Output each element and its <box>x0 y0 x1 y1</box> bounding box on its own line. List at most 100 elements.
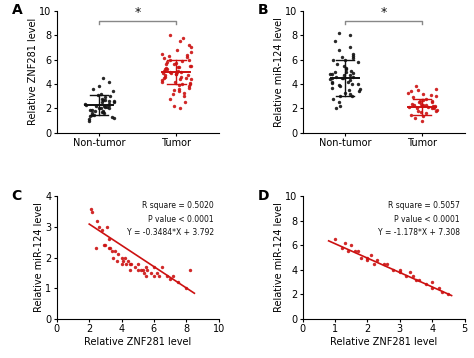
Point <box>126 261 134 266</box>
Point <box>115 252 122 257</box>
Point <box>428 285 436 291</box>
Point <box>346 44 354 50</box>
Point <box>158 264 166 270</box>
Point <box>166 96 174 102</box>
Point <box>111 248 119 254</box>
Point <box>445 291 452 297</box>
Point <box>329 57 337 63</box>
Point <box>328 75 336 81</box>
Point <box>171 79 179 84</box>
Point <box>433 107 441 112</box>
Point <box>175 86 183 92</box>
Point <box>332 106 340 111</box>
Point <box>364 257 371 263</box>
Point <box>419 91 427 97</box>
Point <box>162 73 169 78</box>
Point <box>334 62 341 67</box>
Point <box>108 248 116 254</box>
Point <box>103 224 111 230</box>
Point <box>158 79 166 84</box>
Point <box>92 246 100 251</box>
Point <box>180 90 188 96</box>
Point <box>177 69 184 75</box>
Point <box>354 59 362 65</box>
Point <box>418 101 425 106</box>
Point <box>142 264 150 270</box>
Point <box>337 84 344 90</box>
Point <box>118 261 126 266</box>
Point <box>412 84 420 90</box>
Point <box>357 255 365 260</box>
Point <box>106 93 113 99</box>
Point <box>404 90 412 96</box>
Point <box>99 227 106 233</box>
Point <box>109 88 117 94</box>
Point <box>340 73 348 78</box>
Point <box>349 70 356 76</box>
Point <box>415 277 423 282</box>
Point <box>338 245 346 251</box>
Point <box>431 103 438 109</box>
Point <box>108 114 116 120</box>
Text: D: D <box>257 189 269 203</box>
Point <box>175 64 183 70</box>
Y-axis label: Relative ZNF281 level: Relative ZNF281 level <box>27 18 38 125</box>
Text: R square = 0.5020
P value < 0.0001
Y = -0.3484*X + 3.792: R square = 0.5020 P value < 0.0001 Y = -… <box>127 201 214 237</box>
Point <box>428 106 436 111</box>
Point <box>422 111 429 116</box>
Point <box>347 68 355 73</box>
Text: A: A <box>11 4 22 18</box>
Point <box>331 236 339 242</box>
Point <box>177 106 184 111</box>
Point <box>101 97 109 103</box>
Point <box>158 78 166 83</box>
Point <box>175 82 182 88</box>
Point <box>414 108 421 114</box>
Point <box>118 255 126 260</box>
Point <box>424 105 431 110</box>
Point <box>100 111 108 116</box>
Text: B: B <box>257 4 268 18</box>
Point <box>163 65 170 71</box>
Point <box>417 98 424 104</box>
Point <box>101 95 109 100</box>
Point <box>185 57 192 63</box>
Point <box>99 108 107 114</box>
Point <box>414 87 421 93</box>
Point <box>429 103 437 109</box>
Point <box>396 269 403 275</box>
Point <box>429 105 437 110</box>
Point <box>328 79 336 84</box>
Point <box>89 86 96 92</box>
Point <box>374 257 381 263</box>
Y-axis label: Relative miR-124 level: Relative miR-124 level <box>273 203 283 313</box>
Point <box>85 118 92 124</box>
Point <box>418 109 425 115</box>
Point <box>364 255 371 260</box>
Point <box>435 285 442 291</box>
Point <box>123 261 130 266</box>
Point <box>356 86 364 92</box>
Point <box>109 255 117 260</box>
Point <box>106 106 113 111</box>
Point <box>174 68 182 73</box>
Point <box>98 109 106 115</box>
Point <box>89 209 96 214</box>
Point <box>383 261 391 266</box>
Point <box>188 63 195 69</box>
Point <box>176 38 183 44</box>
Point <box>163 273 171 279</box>
Point <box>411 115 419 121</box>
Point <box>409 101 416 106</box>
Point <box>185 85 193 91</box>
Point <box>91 108 99 114</box>
Point <box>88 107 96 112</box>
Point <box>165 53 173 59</box>
Point <box>105 101 113 106</box>
Point <box>390 267 397 272</box>
Point <box>331 38 339 44</box>
Point <box>338 75 346 81</box>
Point <box>410 102 418 108</box>
Point <box>408 88 415 94</box>
Point <box>427 92 435 98</box>
